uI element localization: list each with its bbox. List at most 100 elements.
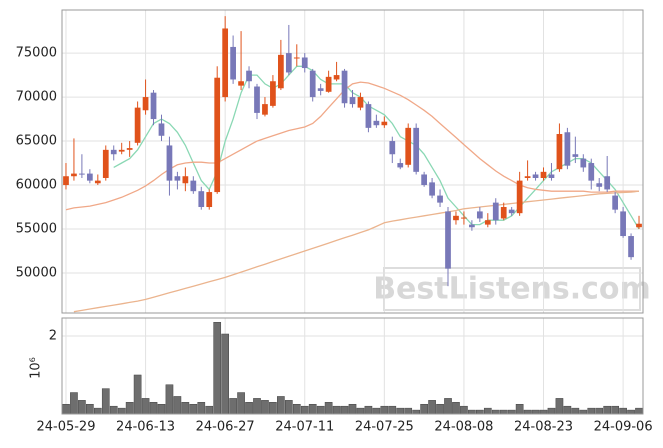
- volume-bar: [476, 409, 484, 415]
- volume-bar: [547, 407, 556, 415]
- candle-body: [508, 209, 515, 214]
- volume-bar: [141, 398, 150, 415]
- volume-bar: [356, 407, 365, 415]
- volume-bar: [133, 374, 142, 415]
- volume-bar: [324, 402, 333, 415]
- volume-bar: [428, 400, 436, 415]
- candle-body: [572, 154, 579, 157]
- plot-frame: [61, 9, 644, 314]
- candle-body: [238, 81, 244, 86]
- volume-bar: [499, 409, 508, 415]
- volume-bar: [292, 403, 301, 415]
- candle-body: [453, 215, 459, 221]
- volume-bar: [507, 409, 516, 415]
- volume-bar: [348, 403, 357, 415]
- candle-body: [461, 217, 467, 219]
- x-tick-label: 24-07-25: [355, 420, 414, 435]
- candle-body: [628, 236, 634, 258]
- candle-body: [174, 176, 181, 181]
- volume-bar: [86, 403, 94, 415]
- volume-bar: [364, 405, 373, 415]
- candle-body: [516, 180, 523, 214]
- volume-bar: [587, 407, 596, 415]
- volume-bar: [444, 398, 452, 415]
- x-tick-label: 24-08-08: [434, 420, 493, 435]
- candle-body: [102, 149, 109, 178]
- candle-body: [214, 77, 221, 193]
- candle-body: [548, 174, 555, 178]
- volume-bar: [380, 405, 389, 415]
- candle-body: [262, 104, 268, 115]
- candle-body: [492, 202, 499, 221]
- volume-bar: [340, 405, 349, 415]
- volume-bar: [308, 403, 317, 415]
- candle-body: [110, 149, 117, 155]
- candle-body: [94, 180, 101, 184]
- candle-body: [556, 134, 563, 170]
- volume-bar: [420, 403, 428, 415]
- moving-average-line: [73, 190, 640, 313]
- candle-body: [86, 173, 93, 181]
- volume-bar: [515, 403, 524, 415]
- candle-body: [166, 145, 173, 181]
- x-tick-label: 24-07-11: [275, 420, 334, 435]
- candle-body: [317, 88, 324, 91]
- volume-bar: [619, 407, 627, 415]
- candle-body: [564, 132, 571, 166]
- candle-body: [278, 54, 284, 89]
- volume-bar: [213, 322, 222, 415]
- candle-body: [118, 149, 125, 152]
- candle-body: [134, 107, 141, 143]
- volume-bar: [165, 384, 174, 415]
- volume-bar: [125, 402, 134, 415]
- volume-bar: [404, 407, 413, 415]
- candle-body: [126, 148, 133, 150]
- candle-body: [246, 70, 252, 82]
- volume-bar: [245, 402, 253, 415]
- candle-body: [270, 81, 276, 106]
- volume-bar: [316, 405, 325, 415]
- y-tick-label: 60000: [16, 178, 57, 193]
- volume-bar: [523, 409, 532, 415]
- volume-bar: [173, 396, 182, 415]
- volume-bar: [221, 333, 229, 415]
- candle-body: [254, 86, 260, 113]
- x-tick-label: 24-08-23: [514, 420, 573, 435]
- volume-bar: [388, 405, 397, 415]
- volume-bar: [62, 403, 70, 415]
- candle-body: [588, 163, 595, 181]
- volume-bar: [261, 400, 269, 415]
- volume-bar: [277, 396, 285, 415]
- moving-average-line: [65, 81, 639, 211]
- volume-axis-label: 10⁶: [29, 357, 44, 379]
- candle-body: [325, 76, 332, 92]
- candle-body: [484, 220, 491, 225]
- volume-bar: [603, 405, 612, 415]
- volume-bar: [595, 407, 604, 415]
- candle-body: [71, 173, 77, 177]
- candle-body: [190, 180, 197, 192]
- candle-body: [182, 176, 189, 184]
- candle-body: [596, 183, 603, 187]
- volume-bar: [284, 400, 293, 415]
- volume-bar: [101, 388, 110, 415]
- candle-body: [413, 127, 420, 172]
- candle-body: [150, 92, 157, 120]
- y-tick-label: 50000: [16, 265, 57, 280]
- volume-bar: [483, 407, 492, 415]
- volume-bar: [205, 405, 214, 415]
- candle-body: [222, 28, 229, 98]
- volume-bar: [300, 405, 309, 415]
- y-tick-label: 65000: [16, 134, 57, 149]
- x-tick-label: 24-05-29: [36, 420, 95, 435]
- watermark: BestListens.com: [373, 272, 651, 307]
- candle-body: [429, 182, 435, 196]
- candle-body: [620, 211, 626, 237]
- candle-body: [293, 57, 300, 59]
- candle-body: [445, 211, 451, 269]
- volume-bar: [109, 405, 118, 415]
- volume-bar: [460, 405, 468, 415]
- candle-body: [500, 207, 507, 219]
- volume-bar: [611, 405, 619, 415]
